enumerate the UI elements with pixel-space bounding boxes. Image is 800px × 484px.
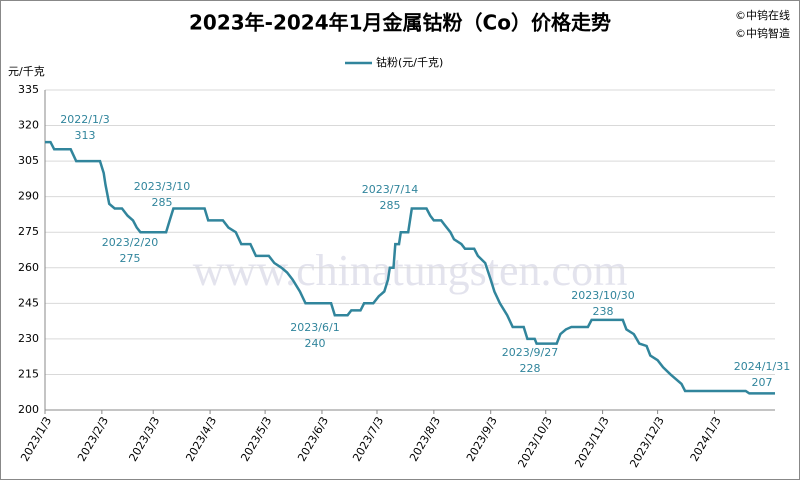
annotation-value: 285	[380, 199, 401, 212]
annotation-label: 2024/1/31	[734, 360, 790, 373]
y-tick-label: 215	[18, 367, 39, 380]
y-tick-label: 290	[18, 190, 39, 203]
annotation-value: 240	[305, 337, 326, 350]
annotation-value: 207	[752, 376, 773, 389]
annotation-label: 2023/7/14	[362, 183, 418, 196]
y-tick-label: 275	[18, 225, 39, 238]
annotation-label: 2023/10/30	[571, 289, 634, 302]
y-tick-label: 245	[18, 296, 39, 309]
annotation-label: 2022/1/3	[60, 113, 109, 126]
watermark: www.chinatungsten.com	[193, 246, 628, 295]
y-tick-label: 200	[18, 403, 39, 416]
y-tick-label: 335	[18, 83, 39, 96]
annotation-label: 2023/2/20	[102, 236, 158, 249]
annotation-value: 228	[520, 362, 541, 375]
annotation-value: 238	[593, 305, 614, 318]
annotation-value: 285	[152, 196, 173, 209]
copyright: ©中钨智造	[735, 26, 790, 40]
annotation-label: 2023/3/10	[134, 180, 190, 193]
copyright: ©中钨在线	[735, 8, 790, 22]
annotation-value: 275	[120, 252, 141, 265]
legend-label: 钴粉(元/千克)	[376, 55, 443, 69]
line	[45, 140, 775, 395]
y-tick-label: 230	[18, 332, 39, 345]
chart-title: 2023年-2024年1月金属钴粉（Co）价格走势	[189, 11, 611, 35]
y-tick-label: 260	[18, 261, 39, 274]
y-tick-label: 305	[18, 154, 39, 167]
annotation-label: 2023/6/1	[290, 321, 339, 334]
y-axis-label: 元/千克	[8, 65, 45, 78]
y-tick-label: 320	[18, 119, 39, 132]
annotation-value: 313	[75, 129, 96, 142]
annotation-label: 2023/9/27	[502, 346, 558, 359]
